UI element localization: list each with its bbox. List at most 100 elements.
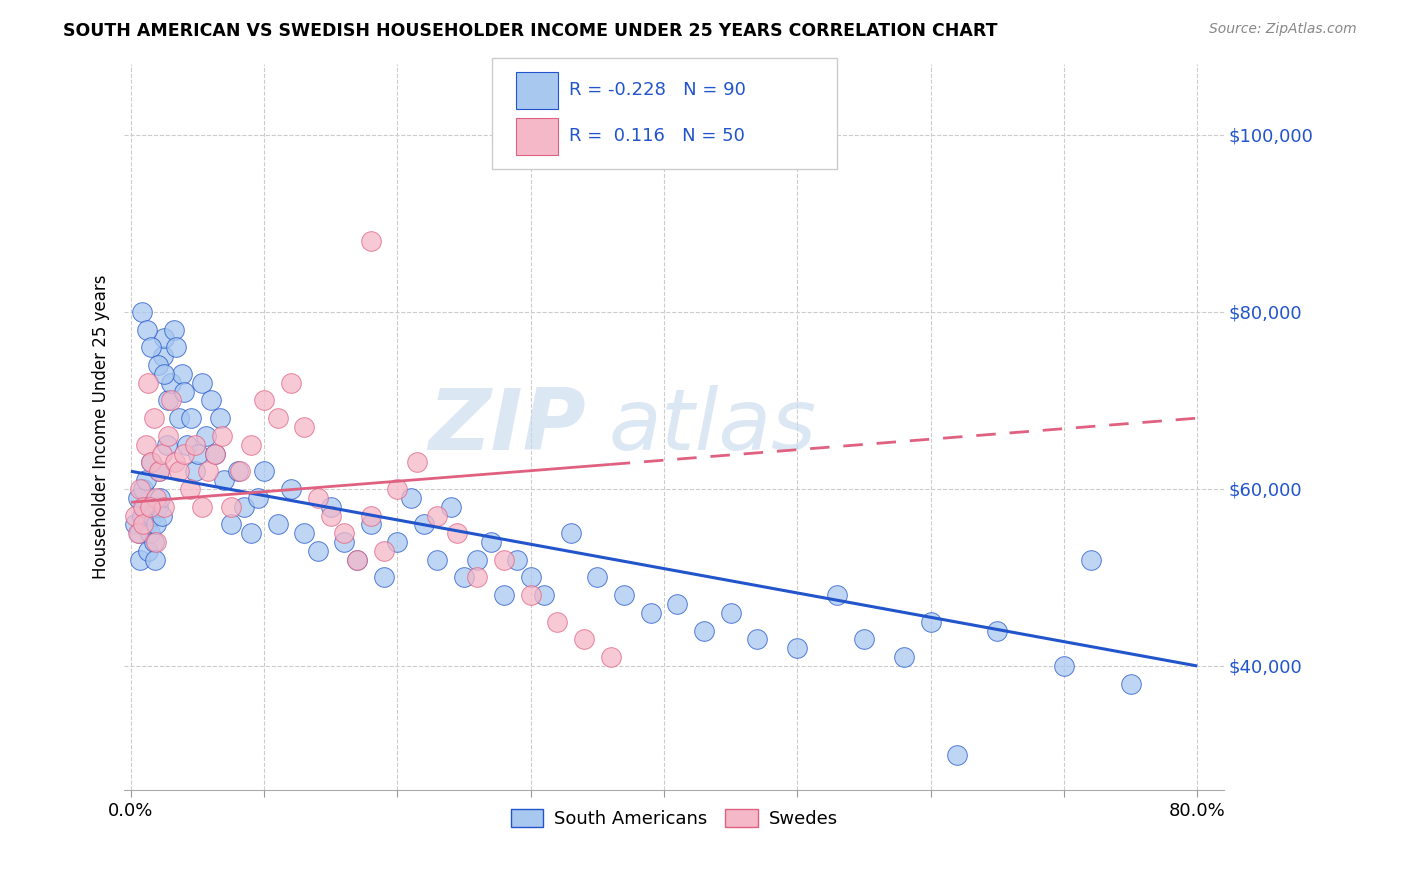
Point <box>160 376 183 390</box>
Point <box>853 632 876 647</box>
Point <box>360 517 382 532</box>
Point <box>413 517 436 532</box>
Point <box>149 491 172 505</box>
Point <box>693 624 716 638</box>
Point <box>613 588 636 602</box>
Text: atlas: atlas <box>607 385 815 468</box>
Point <box>184 438 207 452</box>
Point <box>1119 676 1142 690</box>
Point <box>387 535 409 549</box>
Point <box>190 500 212 514</box>
Point <box>139 455 162 469</box>
Point <box>132 482 155 496</box>
Point <box>373 570 395 584</box>
Point <box>946 747 969 762</box>
Point <box>165 340 187 354</box>
Point <box>139 340 162 354</box>
Point <box>246 491 269 505</box>
Point <box>280 376 302 390</box>
Point <box>204 446 226 460</box>
Point <box>127 491 149 505</box>
Point <box>150 508 173 523</box>
Point <box>134 500 156 514</box>
Point <box>128 526 150 541</box>
Point <box>747 632 769 647</box>
Point <box>494 553 516 567</box>
Point <box>194 429 217 443</box>
Point <box>139 455 162 469</box>
Point <box>135 517 157 532</box>
Point <box>453 570 475 584</box>
Point <box>640 606 662 620</box>
Point <box>153 500 176 514</box>
Point <box>160 393 183 408</box>
Point <box>229 464 252 478</box>
Text: R = -0.228   N = 90: R = -0.228 N = 90 <box>569 80 747 99</box>
Point <box>399 491 422 505</box>
Point <box>197 464 219 478</box>
Point <box>239 526 262 541</box>
Point <box>786 641 808 656</box>
Point <box>142 535 165 549</box>
Point <box>1053 659 1076 673</box>
Point <box>333 526 356 541</box>
Point <box>209 411 232 425</box>
Point <box>211 429 233 443</box>
Point <box>135 323 157 337</box>
Point <box>467 570 489 584</box>
Point <box>266 411 288 425</box>
Point <box>506 553 529 567</box>
Point <box>148 464 170 478</box>
Point <box>136 544 159 558</box>
Point <box>333 535 356 549</box>
Point <box>124 508 146 523</box>
Point <box>145 491 167 505</box>
Point <box>346 553 368 567</box>
Point <box>162 323 184 337</box>
Point <box>572 632 595 647</box>
Point <box>292 526 315 541</box>
Point <box>560 526 582 541</box>
Point <box>136 376 159 390</box>
Point <box>1080 553 1102 567</box>
Point <box>520 570 543 584</box>
Point <box>135 473 157 487</box>
Point <box>426 508 449 523</box>
Point <box>138 526 160 541</box>
Point <box>720 606 742 620</box>
Point <box>129 482 152 496</box>
Text: SOUTH AMERICAN VS SWEDISH HOUSEHOLDER INCOME UNDER 25 YEARS CORRELATION CHART: SOUTH AMERICAN VS SWEDISH HOUSEHOLDER IN… <box>63 22 998 40</box>
Point <box>153 331 176 345</box>
Point <box>157 429 180 443</box>
Point <box>360 508 382 523</box>
Point <box>219 517 242 532</box>
Point <box>179 482 201 496</box>
Point <box>920 615 942 629</box>
Point <box>131 508 153 523</box>
Point <box>145 517 167 532</box>
Text: ZIP: ZIP <box>429 385 586 468</box>
Point <box>148 464 170 478</box>
Point <box>292 420 315 434</box>
Point <box>827 588 849 602</box>
Point <box>253 464 276 478</box>
Point <box>233 500 256 514</box>
Point <box>307 544 329 558</box>
Point <box>156 438 179 452</box>
Point <box>150 446 173 460</box>
Point <box>546 615 568 629</box>
Point <box>143 553 166 567</box>
Point <box>200 393 222 408</box>
Point <box>170 367 193 381</box>
Point <box>167 411 190 425</box>
Point <box>146 500 169 514</box>
Point <box>446 526 468 541</box>
Point <box>360 234 382 248</box>
Point <box>145 535 167 549</box>
Point <box>426 553 449 567</box>
Point <box>586 570 609 584</box>
Point <box>176 438 198 452</box>
Point <box>467 553 489 567</box>
Point <box>319 500 342 514</box>
Point <box>280 482 302 496</box>
